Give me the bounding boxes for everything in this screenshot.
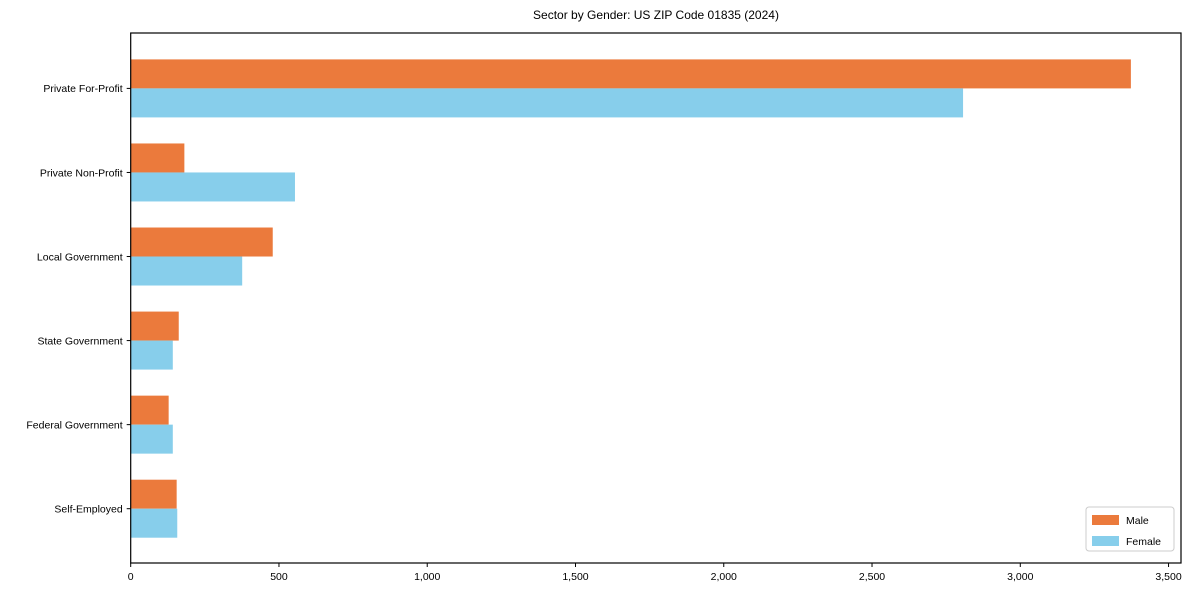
x-tick-label-0: 0 [128, 571, 134, 583]
legend-swatch-male [1092, 515, 1119, 525]
bar-female-private-for-profit [130, 88, 964, 118]
bar-female-local-government [130, 256, 243, 286]
x-tick-label-1000: 1,000 [414, 571, 440, 583]
y-tick-label-private-non-profit: Private Non-Profit [40, 167, 123, 179]
y-tick-label-private-for-profit: Private For-Profit [43, 83, 122, 95]
x-tick-label-1500: 1,500 [562, 571, 588, 583]
legend: Male Female [1085, 506, 1175, 552]
bar-male-local-government [130, 227, 273, 257]
bar-male-self-employed [130, 479, 177, 509]
bar-male-private-for-profit [130, 59, 1131, 89]
chart-title: Sector by Gender: US ZIP Code 01835 (202… [533, 8, 779, 22]
bar-male-federal-government [130, 395, 169, 425]
plot-border [130, 32, 1182, 564]
y-tick-label-self-employed: Self-Employed [54, 504, 122, 516]
x-tick-label-3500: 3,500 [1155, 571, 1181, 583]
x-tick-label-2000: 2,000 [711, 571, 737, 583]
bar-male-private-non-profit [130, 143, 185, 173]
bar-female-self-employed [130, 508, 178, 538]
y-tick-label-federal-government: Federal Government [26, 419, 122, 431]
legend-label-female: Female [1126, 536, 1161, 548]
x-tick-label-3000: 3,000 [1007, 571, 1033, 583]
bar-male-state-government [130, 311, 179, 341]
y-tick-label-state-government: State Government [37, 335, 122, 347]
x-tick-label-2500: 2,500 [859, 571, 885, 583]
bar-female-private-non-profit [130, 172, 295, 202]
bar-female-federal-government [130, 424, 173, 454]
y-tick-label-local-government: Local Government [37, 251, 123, 263]
bar-female-state-government [130, 340, 173, 370]
legend-swatch-female [1092, 536, 1119, 546]
x-tick-label-500: 500 [270, 571, 288, 583]
legend-label-male: Male [1126, 515, 1149, 527]
